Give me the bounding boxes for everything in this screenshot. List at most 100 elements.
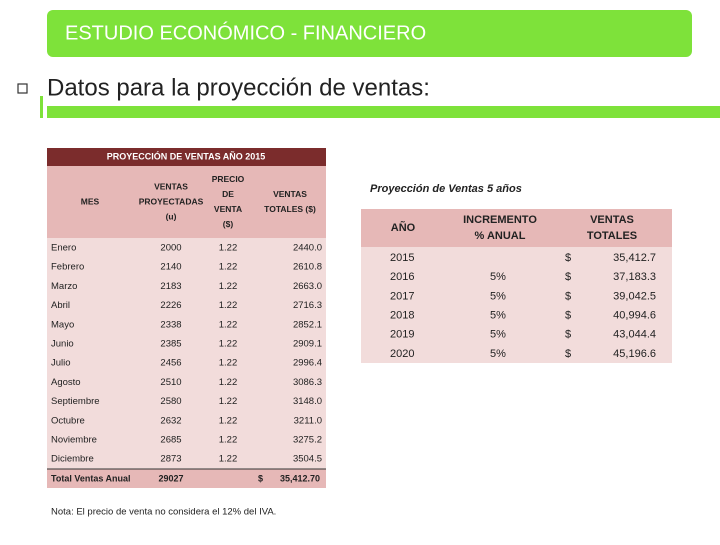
sales-cell: 37,183.3 (613, 271, 656, 283)
bullet-icon (17, 83, 28, 94)
column-header: MES (81, 196, 100, 206)
sales-cell: 2909.1 (293, 339, 322, 350)
bullet-text: Datos para la proyección de ventas: (47, 74, 430, 101)
sales-cell: 2716.3 (293, 300, 322, 311)
total-bg (47, 469, 326, 488)
price-cell: 1.22 (219, 300, 238, 311)
currency-cell: $ (565, 329, 571, 341)
month-cell: Marzo (51, 281, 77, 292)
price-cell: 1.22 (219, 262, 238, 273)
year-cell: 2016 (390, 271, 414, 283)
divider (47, 106, 720, 118)
column-header: ($) (223, 219, 234, 229)
total-sales: 35,412.70 (280, 473, 320, 483)
table-title-bg (47, 148, 326, 166)
year-cell: 2017 (390, 290, 414, 302)
column-header: AÑO (391, 221, 416, 234)
increment-cell: 5% (490, 329, 506, 341)
sales-cell: 40,994.6 (613, 310, 656, 322)
column-header: VENTAS (590, 214, 634, 226)
units-cell: 2873 (160, 454, 181, 465)
currency-cell: $ (565, 348, 571, 360)
increment-cell: 5% (490, 271, 506, 283)
month-cell: Mayo (51, 319, 74, 330)
currency-cell: $ (565, 290, 571, 302)
sales-cell: 35,412.7 (613, 252, 656, 264)
year-cell: 2018 (390, 310, 414, 322)
price-cell: 1.22 (219, 454, 238, 465)
year-cell: 2020 (390, 348, 414, 360)
month-cell: Julio (51, 358, 71, 369)
month-cell: Diciembre (51, 454, 94, 465)
sales-cell: 43,044.4 (613, 329, 656, 341)
table-title: Proyección de Ventas 5 años (370, 183, 522, 195)
column-header: TOTALES ($) (264, 204, 316, 214)
sales-cell: 2610.8 (293, 262, 322, 273)
year-cell: 2019 (390, 329, 414, 341)
price-cell: 1.22 (219, 243, 238, 254)
units-cell: 2632 (160, 415, 181, 426)
currency-cell: $ (565, 271, 571, 283)
header-bg (361, 209, 672, 247)
month-cell: Noviembre (51, 435, 97, 446)
total-label: Total Ventas Anual (51, 473, 131, 483)
month-cell: Agosto (51, 377, 81, 388)
column-header: VENTAS (273, 189, 307, 199)
month-cell: Septiembre (51, 396, 100, 407)
sales-cell: 3211.0 (294, 415, 322, 426)
month-cell: Enero (51, 243, 76, 254)
increment-cell: 5% (490, 348, 506, 360)
column-header: VENTA (214, 204, 242, 214)
units-cell: 2338 (160, 319, 181, 330)
sales-cell: 2852.1 (293, 319, 322, 330)
sales-cell: 2663.0 (293, 281, 322, 292)
column-header: INCREMENTO (463, 214, 537, 226)
units-cell: 2000 (160, 243, 181, 254)
sales-cell: 3504.5 (293, 454, 322, 465)
slide-title: ESTUDIO ECONÓMICO - FINANCIERO (65, 21, 426, 44)
units-cell: 2456 (160, 358, 181, 369)
increment-cell: 5% (490, 290, 506, 302)
price-cell: 1.22 (219, 339, 238, 350)
units-cell: 2226 (160, 300, 181, 311)
total-units: 29027 (158, 473, 183, 483)
currency-cell: $ (565, 310, 571, 322)
units-cell: 2183 (160, 281, 181, 292)
column-header: PRECIO (212, 174, 245, 184)
title-bar (47, 10, 692, 57)
sales-cell: 2996.4 (293, 358, 322, 369)
price-cell: 1.22 (219, 396, 238, 407)
month-cell: Febrero (51, 262, 84, 273)
sales-cell: 45,196.6 (613, 348, 656, 360)
units-cell: 2510 (160, 377, 181, 388)
total-currency: $ (258, 473, 263, 483)
month-cell: Octubre (51, 415, 85, 426)
column-header: VENTAS (154, 181, 188, 191)
column-header: DE (222, 189, 234, 199)
price-cell: 1.22 (219, 281, 238, 292)
currency-cell: $ (565, 252, 571, 264)
month-cell: Abril (51, 300, 70, 311)
price-cell: 1.22 (219, 319, 238, 330)
table-note: Nota: El precio de venta no considera el… (51, 507, 276, 518)
units-cell: 2685 (160, 435, 181, 446)
month-cell: Junio (51, 339, 74, 350)
sales-cell: 3086.3 (293, 377, 322, 388)
units-cell: 2140 (160, 262, 181, 273)
divider-edge (40, 96, 43, 118)
table-title: PROYECCIÓN DE VENTAS AÑO 2015 (107, 150, 266, 161)
units-cell: 2385 (160, 339, 181, 350)
header-bg (47, 166, 326, 238)
price-cell: 1.22 (219, 415, 238, 426)
price-cell: 1.22 (219, 358, 238, 369)
column-header: (u) (166, 211, 177, 221)
sales-cell: 2440.0 (293, 243, 322, 254)
increment-cell: 5% (490, 310, 506, 322)
column-header: % ANUAL (475, 230, 526, 242)
price-cell: 1.22 (219, 435, 238, 446)
price-cell: 1.22 (219, 377, 238, 388)
column-header: TOTALES (587, 230, 637, 242)
column-header: PROYECTADAS (139, 196, 204, 206)
